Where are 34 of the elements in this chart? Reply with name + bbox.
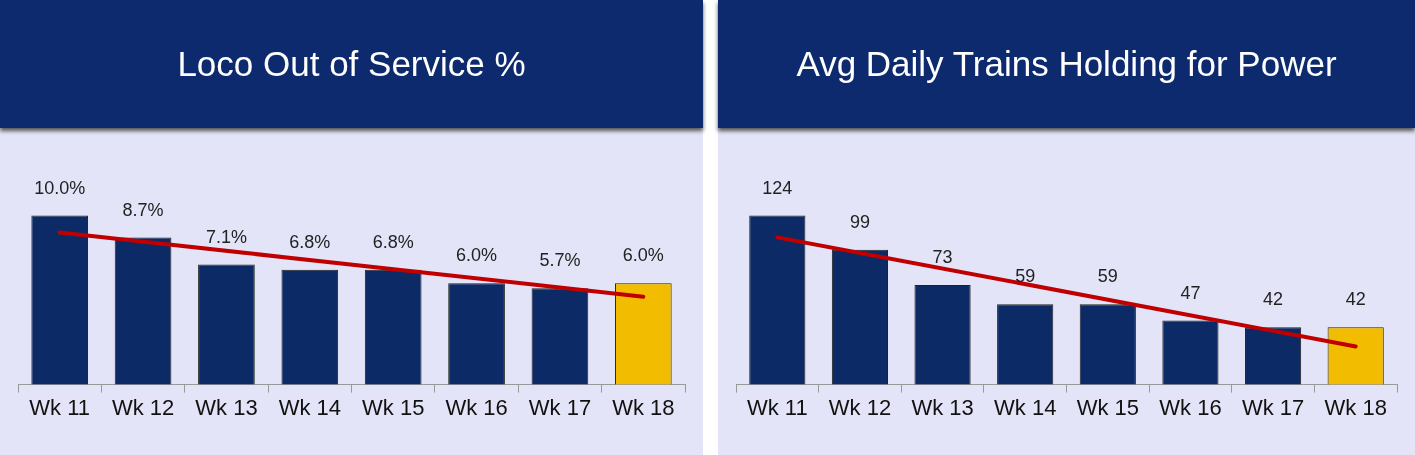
- chart-title: Avg Daily Trains Holding for Power: [718, 0, 1415, 128]
- chart-title: Loco Out of Service %: [0, 0, 703, 128]
- data-label: 59: [1015, 266, 1036, 287]
- data-label: 42: [1263, 289, 1284, 310]
- x-tick-label: Wk 13: [195, 394, 258, 420]
- x-tick-label: Wk 13: [911, 394, 974, 420]
- x-tick-label: Wk 12: [828, 394, 892, 420]
- data-label: 73: [932, 247, 953, 268]
- x-tick-label: Wk 12: [111, 394, 175, 420]
- x-tick-label: Wk 16: [445, 394, 508, 420]
- x-tick-label: Wk 14: [278, 394, 341, 420]
- data-label: 59: [1097, 266, 1118, 287]
- x-tick-label: Wk 16: [1159, 394, 1222, 420]
- data-label: 6.8%: [289, 231, 331, 252]
- x-tick-label: Wk 18: [1324, 394, 1387, 420]
- data-label: 99: [849, 211, 870, 232]
- x-tick-label: Wk 15: [362, 394, 425, 420]
- x-tick-label: Wk 15: [1076, 394, 1139, 420]
- data-label: 6.0%: [456, 245, 498, 266]
- data-label: 5.7%: [539, 250, 581, 271]
- data-label: 124: [762, 177, 793, 198]
- x-tick-label: Wk 18: [612, 394, 675, 420]
- x-tick-label: Wk 11: [746, 394, 808, 420]
- x-tick-label: Wk 17: [1241, 394, 1305, 420]
- x-tick-label: Wk 11: [29, 394, 91, 420]
- data-label: 6.0%: [622, 245, 664, 266]
- data-label: 42: [1345, 289, 1366, 310]
- data-label: 8.7%: [122, 199, 164, 220]
- x-tick-label: Wk 17: [528, 394, 592, 420]
- data-label: 10.0%: [34, 177, 86, 198]
- x-tick-label: Wk 14: [994, 394, 1057, 420]
- data-label: 47: [1180, 282, 1201, 303]
- data-label: 6.8%: [372, 231, 414, 252]
- data-label: 7.1%: [205, 226, 247, 247]
